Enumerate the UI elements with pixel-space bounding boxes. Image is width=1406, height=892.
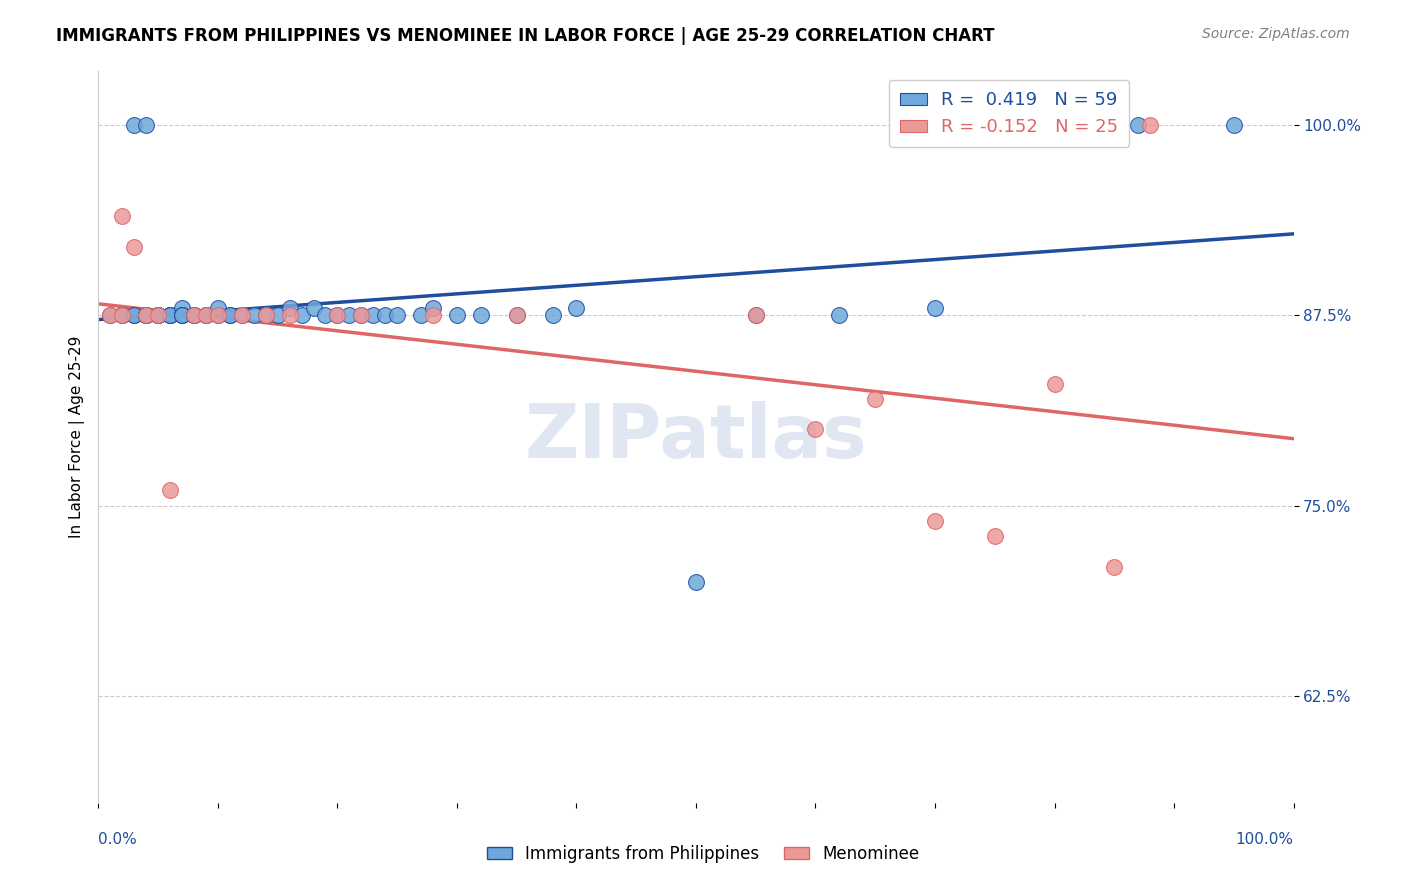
Point	[148, 308, 170, 322]
Point	[745, 308, 768, 322]
Point	[207, 308, 229, 322]
Point	[219, 308, 242, 322]
Point	[470, 308, 492, 322]
Point	[745, 308, 768, 322]
Point	[278, 308, 301, 322]
Point	[148, 308, 170, 322]
Point	[267, 308, 290, 322]
Text: 100.0%: 100.0%	[1236, 832, 1294, 847]
Point	[565, 301, 588, 315]
Point	[422, 301, 444, 315]
Point	[159, 308, 181, 322]
Point	[183, 308, 205, 322]
Text: 0.0%: 0.0%	[98, 832, 138, 847]
Text: Source: ZipAtlas.com: Source: ZipAtlas.com	[1202, 27, 1350, 41]
Point	[148, 308, 170, 322]
Text: ZIPatlas: ZIPatlas	[524, 401, 868, 474]
Point	[148, 308, 170, 322]
Point	[135, 308, 157, 322]
Point	[124, 239, 146, 253]
Point	[98, 308, 122, 322]
Point	[1128, 118, 1150, 132]
Legend: Immigrants from Philippines, Menominee: Immigrants from Philippines, Menominee	[479, 838, 927, 869]
Point	[948, 118, 970, 132]
Point	[135, 308, 157, 322]
Point	[326, 308, 349, 322]
Point	[541, 308, 564, 322]
Point	[124, 308, 146, 322]
Point	[124, 308, 146, 322]
Point	[183, 308, 205, 322]
Point	[422, 308, 444, 322]
Point	[326, 308, 349, 322]
Point	[159, 308, 181, 322]
Point	[135, 308, 157, 322]
Point	[254, 308, 277, 322]
Point	[865, 392, 887, 406]
Point	[183, 308, 205, 322]
Point	[339, 308, 361, 322]
Point	[350, 308, 373, 322]
Point	[207, 308, 229, 322]
Point	[984, 529, 1007, 543]
Point	[411, 308, 433, 322]
Point	[804, 422, 827, 436]
Point	[231, 308, 253, 322]
Point	[243, 308, 266, 322]
Point	[111, 308, 134, 322]
Point	[195, 308, 218, 322]
Point	[385, 308, 409, 322]
Point	[1104, 559, 1126, 574]
Point	[374, 308, 396, 322]
Point	[924, 514, 946, 528]
Point	[172, 308, 194, 322]
Point	[363, 308, 385, 322]
Point	[159, 308, 181, 322]
Point	[148, 308, 170, 322]
Point	[254, 308, 277, 322]
Point	[278, 301, 301, 315]
Point	[1043, 376, 1066, 391]
Point	[506, 308, 529, 322]
Point	[219, 308, 242, 322]
Point	[1223, 118, 1246, 132]
Point	[350, 308, 373, 322]
Point	[172, 308, 194, 322]
Point	[315, 308, 337, 322]
Point	[135, 308, 157, 322]
Point	[924, 301, 946, 315]
Point	[207, 301, 229, 315]
Y-axis label: In Labor Force | Age 25-29: In Labor Force | Age 25-29	[69, 336, 84, 538]
Point	[828, 308, 851, 322]
Point	[172, 301, 194, 315]
Point	[183, 308, 205, 322]
Point	[172, 308, 194, 322]
Point	[111, 209, 134, 223]
Point	[195, 308, 218, 322]
Text: IMMIGRANTS FROM PHILIPPINES VS MENOMINEE IN LABOR FORCE | AGE 25-29 CORRELATION : IMMIGRANTS FROM PHILIPPINES VS MENOMINEE…	[56, 27, 994, 45]
Point	[135, 118, 157, 132]
Point	[291, 308, 314, 322]
Point	[98, 308, 122, 322]
Point	[124, 118, 146, 132]
Point	[302, 301, 325, 315]
Point	[159, 483, 181, 498]
Point	[1139, 118, 1161, 132]
Point	[111, 308, 134, 322]
Point	[111, 308, 134, 322]
Point	[446, 308, 468, 322]
Point	[685, 574, 707, 589]
Point	[231, 308, 253, 322]
Legend: R =  0.419   N = 59, R = -0.152   N = 25: R = 0.419 N = 59, R = -0.152 N = 25	[889, 80, 1129, 147]
Point	[135, 308, 157, 322]
Point	[195, 308, 218, 322]
Point	[506, 308, 529, 322]
